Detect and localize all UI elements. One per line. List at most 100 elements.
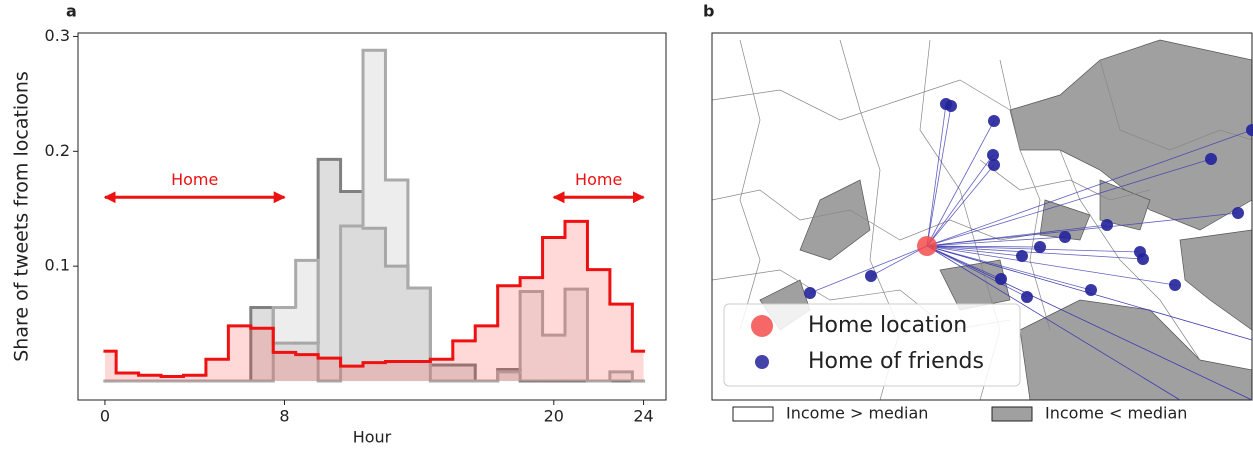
step-fill: [318, 358, 341, 382]
friend-home: [1021, 291, 1033, 303]
friend-home: [995, 273, 1007, 285]
friend-home: [988, 115, 1000, 127]
step-fill: [228, 325, 251, 382]
step-fill: [542, 237, 566, 382]
friend-home: [1137, 253, 1149, 265]
friend-home: [1034, 241, 1046, 253]
friend-link: [926, 129, 1253, 247]
annotation-text: Home: [575, 170, 622, 189]
step-fill: [587, 269, 610, 382]
legend-label: Home location: [808, 313, 967, 338]
step-fill: [295, 354, 319, 382]
annotation-text: Home: [171, 170, 218, 189]
friend-links: [809, 103, 1253, 401]
friend-link: [926, 245, 1181, 401]
step-fill: [385, 266, 408, 382]
step-fill: [407, 288, 431, 382]
step-fill: [497, 369, 521, 382]
step-fill: [430, 359, 453, 382]
y-tick-label: 0.1: [45, 256, 70, 275]
x-tick-label: 24: [633, 407, 653, 426]
step-fill: [250, 307, 274, 382]
friend-link: [926, 158, 1212, 247]
friend-home: [1232, 207, 1244, 219]
x-tick-label: 8: [279, 407, 289, 426]
step-fill: [452, 364, 476, 382]
step-fill: [363, 228, 386, 382]
step-fill: [295, 260, 319, 382]
legend-marker: [755, 355, 769, 369]
step-fill: [161, 376, 184, 382]
step-fill: [363, 362, 386, 382]
friend-link: [926, 245, 1253, 401]
step-fill: [340, 191, 364, 382]
step-fill: [385, 180, 408, 382]
y-tick-label: 0.2: [45, 141, 70, 160]
step-fill: [295, 343, 319, 382]
step-fill: [497, 371, 521, 382]
friend-home: [1016, 250, 1028, 262]
step-fill: [609, 304, 633, 382]
friend-link: [926, 245, 1144, 260]
step-fill: [407, 361, 431, 382]
friend-link: [926, 164, 995, 247]
friend-link: [926, 154, 994, 247]
y-tick-label: 0.3: [45, 26, 70, 45]
friend-link: [926, 120, 995, 247]
friend-home: [1169, 279, 1181, 291]
friend-link: [926, 105, 952, 247]
step-fill: [452, 340, 476, 382]
x-tick-label: 0: [100, 407, 110, 426]
axes-frame: [77, 32, 667, 401]
friend-home: [1085, 284, 1097, 296]
legend-label: Home of friends: [808, 349, 984, 374]
friend-link: [926, 245, 1176, 286]
friend-link: [926, 245, 1028, 298]
friend-link: [926, 245, 1092, 291]
legend-box: [723, 303, 1021, 387]
home-location: [917, 236, 937, 256]
step-fill: [363, 50, 386, 382]
friend-link: [926, 236, 1066, 247]
friend-home: [988, 159, 1000, 171]
friend-home: [1246, 124, 1253, 136]
step-fill: [609, 371, 633, 382]
friend-home: [865, 270, 877, 282]
friend-link: [926, 245, 1141, 253]
step-fill: [116, 373, 139, 382]
step-fill: [250, 328, 274, 382]
step-fill: [205, 359, 229, 382]
step-fill: [520, 277, 543, 382]
step-fill: [475, 325, 498, 382]
friend-link: [809, 245, 928, 294]
x-axis-label: Hour: [353, 428, 392, 447]
friend-home: [1205, 153, 1217, 165]
x-tick-label: 20: [544, 407, 564, 426]
step-fill: [183, 375, 206, 382]
step-fill: [407, 288, 431, 382]
panel-label: b: [703, 2, 714, 21]
step-fill: [273, 307, 296, 382]
friend-link: [926, 212, 1239, 247]
step-fill: [104, 351, 117, 382]
step-fill: [520, 291, 543, 382]
step-fill: [273, 352, 296, 382]
friend-link: [926, 103, 947, 247]
income-label: Income > median: [786, 404, 928, 423]
step-fill: [430, 364, 453, 382]
friend-home: [804, 287, 816, 299]
friend-home: [1101, 219, 1113, 231]
step-fill: [565, 289, 588, 382]
friend-link: [926, 245, 1023, 257]
y-axis-label: Share of tweets from locations: [11, 71, 33, 362]
step-fill: [138, 375, 162, 382]
step-fill: [632, 351, 644, 382]
step-fill: [340, 225, 364, 382]
friend-home: [1059, 231, 1071, 243]
step-fill: [497, 285, 521, 382]
income-label: Income < median: [1045, 404, 1187, 423]
friend-home: [945, 100, 957, 112]
panel-label: a: [66, 2, 77, 21]
step-fill: [542, 335, 566, 382]
